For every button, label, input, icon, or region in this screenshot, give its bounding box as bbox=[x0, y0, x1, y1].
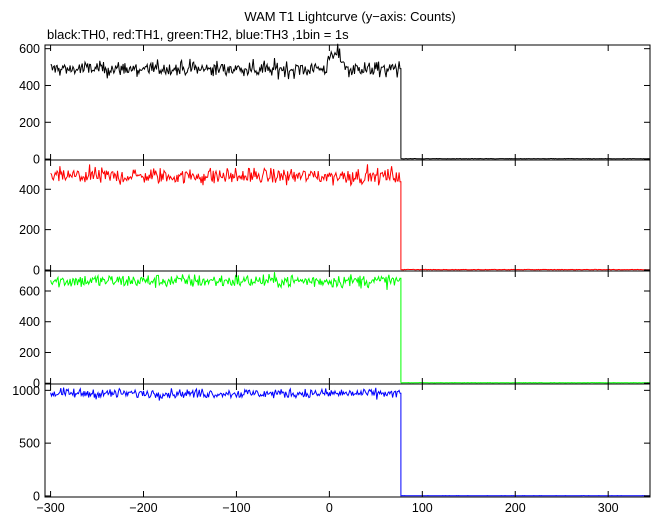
panel-frame-th3 bbox=[44, 383, 651, 498]
y-tick-label: 200 bbox=[19, 116, 40, 130]
x-tick-label: 300 bbox=[598, 501, 619, 515]
y-tick-label: 400 bbox=[19, 315, 40, 329]
series-line-th0 bbox=[50, 43, 650, 160]
panel-frame-th2 bbox=[44, 270, 651, 385]
y-tick-label: 1000 bbox=[12, 384, 40, 398]
y-tick-label: 0 bbox=[33, 489, 40, 503]
x-tick-label: 0 bbox=[326, 501, 333, 515]
series-line-th1 bbox=[50, 164, 650, 271]
series-line-th3 bbox=[50, 387, 650, 497]
y-tick-label: 400 bbox=[19, 183, 40, 197]
x-tick-label: −300 bbox=[36, 501, 64, 515]
x-tick-label: −100 bbox=[222, 501, 250, 515]
x-tick-label: −200 bbox=[129, 501, 157, 515]
y-tick-label: 0 bbox=[33, 153, 40, 167]
chart-subtitle: black:TH0, red:TH1, green:TH2, blue:TH3 … bbox=[47, 27, 349, 42]
y-tick-label: 0 bbox=[33, 377, 40, 391]
y-tick-label: 0 bbox=[33, 263, 40, 277]
x-tick-label: 100 bbox=[412, 501, 433, 515]
chart-title: WAM T1 Lightcurve (y−axis: Counts) bbox=[244, 9, 456, 24]
panel-frame-th0 bbox=[44, 44, 651, 161]
y-tick-label: 600 bbox=[19, 42, 40, 56]
y-tick-label: 600 bbox=[19, 284, 40, 298]
series-line-th2 bbox=[50, 272, 651, 384]
y-tick-label: 500 bbox=[19, 437, 40, 451]
x-tick-label: 200 bbox=[505, 501, 526, 515]
y-tick-label: 400 bbox=[19, 79, 40, 93]
y-tick-label: 200 bbox=[19, 346, 40, 360]
y-tick-label: 200 bbox=[19, 223, 40, 237]
